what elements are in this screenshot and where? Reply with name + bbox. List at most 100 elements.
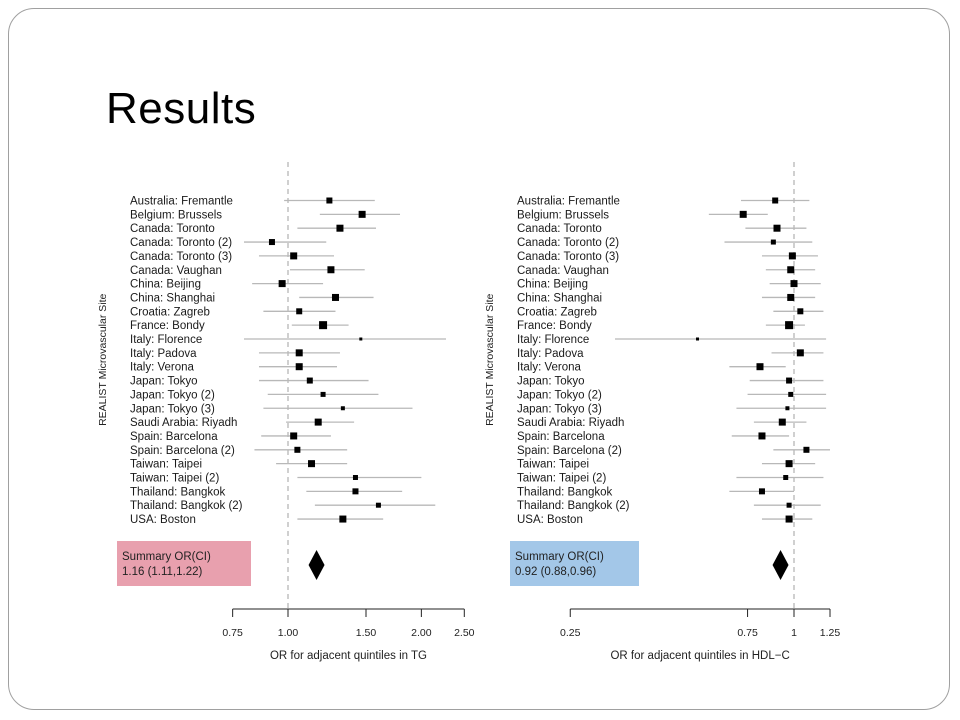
site-label: Italy: Padova (130, 348, 197, 360)
or-marker (790, 280, 798, 288)
or-marker (295, 363, 303, 371)
or-marker (340, 406, 345, 411)
or-marker (336, 224, 344, 232)
or-marker (783, 475, 789, 480)
site-label: Canada: Vaughan (130, 265, 222, 277)
site-label: Japan: Tokyo (3) (517, 403, 602, 415)
site-label: Italy: Verona (130, 362, 195, 374)
summary-box (117, 541, 251, 586)
or-marker (787, 293, 795, 301)
or-marker (296, 308, 303, 315)
summary-diamond (308, 550, 325, 580)
x-tick-label: 2.00 (411, 627, 432, 639)
site-label: France: Bondy (517, 320, 592, 332)
site-label: Saudi Arabia: Riyadh (517, 417, 624, 429)
or-marker (756, 363, 764, 371)
site-label: Thailand: Bangkok (130, 486, 226, 498)
site-label: USA: Boston (517, 514, 583, 526)
site-label: Australia: Fremantle (130, 196, 233, 208)
site-label: Thailand: Bangkok (2) (130, 500, 243, 512)
or-marker (772, 197, 779, 204)
or-marker (314, 418, 322, 426)
site-label: Canada: Toronto (130, 223, 215, 235)
or-marker (770, 239, 776, 245)
summary-diamond (772, 550, 789, 580)
site-label: Italy: Florence (130, 334, 202, 346)
or-marker (320, 391, 326, 397)
site-label: Canada: Toronto (2) (517, 237, 619, 249)
site-label: China: Beijing (517, 279, 588, 291)
or-marker (803, 446, 810, 453)
summary-label: Summary OR(CI) (122, 551, 211, 563)
summary-value: 1.16 (1.11,1.22) (122, 566, 203, 578)
or-marker (308, 460, 316, 468)
site-label: Taiwan: Taipei (2) (517, 473, 606, 485)
x-tick-label: 1 (791, 627, 797, 639)
or-marker (295, 349, 303, 357)
or-marker (352, 475, 358, 480)
site-label: USA: Boston (130, 514, 196, 526)
or-marker (739, 210, 747, 218)
forest-plot-tg: REALIST Microvascular Site Australia: Fre… (97, 162, 475, 662)
summary-value: 0.92 (0.88,0.96) (515, 566, 596, 578)
site-label: China: Shanghai (517, 292, 602, 304)
site-label: Italy: Florence (517, 334, 589, 346)
slide-title: Results (106, 84, 257, 133)
site-label: Canada: Toronto (3) (130, 251, 232, 263)
or-marker (359, 337, 363, 341)
or-marker (375, 502, 381, 508)
site-label: Taiwan: Taipei (130, 459, 202, 471)
or-marker (758, 432, 766, 440)
site-label: Thailand: Bangkok (2) (517, 500, 630, 512)
forest-plot-hdl-c: REALIST Microvascular Site Australia: Fre… (484, 162, 840, 662)
site-label: Spain: Barcelona (130, 431, 218, 443)
slide-frame (8, 8, 950, 710)
or-marker (797, 308, 804, 315)
site-label: Japan: Tokyo (3) (130, 403, 215, 415)
or-marker (785, 515, 793, 523)
or-marker (787, 266, 795, 274)
or-marker (268, 239, 275, 246)
or-marker (785, 406, 790, 411)
x-axis-label: OR for adjacent quintiles in TG (270, 650, 427, 662)
site-label: China: Beijing (130, 279, 201, 291)
y-axis-label: REALIST Microvascular Site (484, 293, 496, 425)
or-marker (788, 391, 794, 397)
x-tick-label: 1.00 (278, 627, 299, 639)
or-marker (326, 197, 333, 204)
or-marker (327, 266, 335, 274)
or-marker (773, 224, 781, 232)
or-marker (294, 446, 301, 453)
or-marker (358, 210, 366, 218)
x-tick-label: 1.25 (820, 627, 841, 639)
summary-label: Summary OR(CI) (515, 551, 604, 563)
or-marker (696, 337, 700, 341)
or-marker (786, 502, 792, 508)
site-label: Spain: Barcelona (2) (517, 445, 622, 457)
x-axis-label: OR for adjacent quintiles in HDL−C (610, 650, 789, 662)
or-marker (758, 488, 765, 495)
or-marker (331, 293, 339, 301)
x-tick-label: 1.50 (356, 627, 377, 639)
site-label: Croatia: Zagreb (517, 306, 597, 318)
or-marker (778, 418, 786, 426)
or-marker (785, 460, 793, 468)
site-label: Spain: Barcelona (517, 431, 605, 443)
or-marker (278, 280, 286, 288)
site-label: Taiwan: Taipei (2) (130, 473, 219, 485)
site-label: Croatia: Zagreb (130, 306, 210, 318)
summary-box (510, 541, 639, 586)
or-marker (290, 432, 298, 440)
or-marker (786, 377, 793, 384)
x-tick-label: 0.75 (737, 627, 758, 639)
site-label: Italy: Verona (517, 362, 582, 374)
site-label: Canada: Vaughan (517, 265, 609, 277)
site-label: Japan: Tokyo (130, 376, 198, 388)
site-label: Australia: Fremantle (517, 196, 620, 208)
site-label: Japan: Tokyo (2) (130, 389, 215, 401)
site-label: Belgium: Brussels (517, 209, 609, 221)
or-marker (352, 488, 359, 495)
site-label: Spain: Barcelona (2) (130, 445, 235, 457)
or-marker (290, 252, 298, 260)
